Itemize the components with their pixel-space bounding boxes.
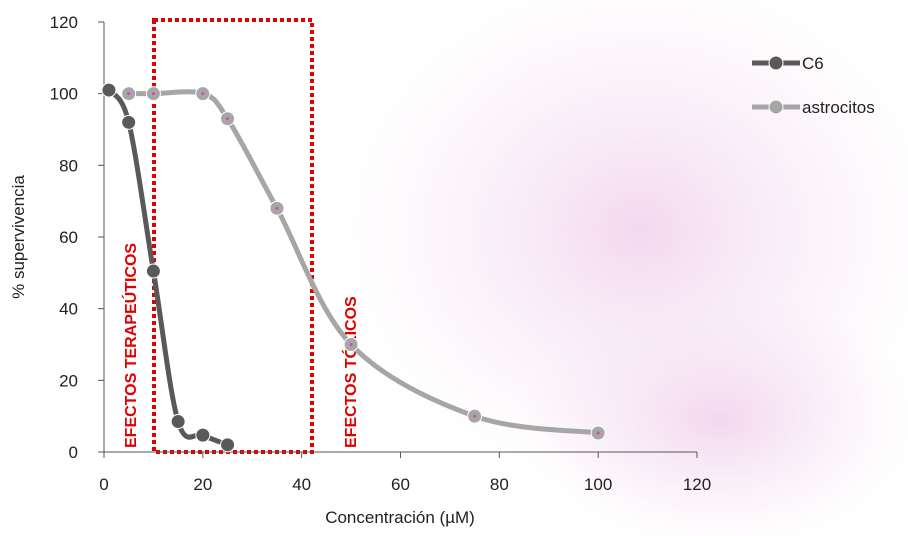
y-tick-label: 80 [59, 156, 78, 175]
x-tick-label: 100 [584, 475, 612, 494]
data-point [101, 82, 117, 98]
data-point [145, 263, 161, 279]
legend-label: C6 [802, 54, 824, 73]
x-tick-label: 60 [391, 475, 410, 494]
y-tick-label: 0 [69, 443, 78, 462]
legend-label: astrocitos [802, 98, 875, 117]
y-tick-label: 100 [50, 85, 78, 104]
x-axis-title: Concentración (µM) [325, 508, 475, 527]
x-tick-label: 20 [193, 475, 212, 494]
annotation: EFECTOS TERAPEÚTICOS [121, 243, 140, 448]
legend-marker [768, 99, 784, 115]
point-center [596, 431, 600, 435]
point-center [226, 117, 230, 121]
point-center [275, 206, 279, 210]
data-point [195, 427, 211, 443]
x-tick-label: 40 [292, 475, 311, 494]
point-center [349, 343, 353, 346]
x-tick-label: 80 [490, 475, 509, 494]
y-tick-label: 40 [59, 300, 78, 319]
y-tick-label: 20 [59, 371, 78, 390]
point-center [151, 92, 155, 96]
x-tick-label: 120 [683, 475, 711, 494]
background-texture [520, 290, 908, 536]
point-center [127, 92, 131, 96]
y-tick-label: 120 [50, 13, 78, 32]
data-point [121, 114, 137, 130]
data-point [170, 414, 186, 430]
point-center [473, 414, 477, 418]
y-tick-label: 60 [59, 228, 78, 247]
y-axis-title: % supervivencia [9, 175, 28, 299]
legend-marker [768, 55, 784, 71]
annotation: EFECTOS TÓXICOS [341, 296, 360, 448]
point-center [201, 92, 205, 96]
data-point [220, 437, 236, 453]
x-tick-label: 0 [99, 475, 108, 494]
